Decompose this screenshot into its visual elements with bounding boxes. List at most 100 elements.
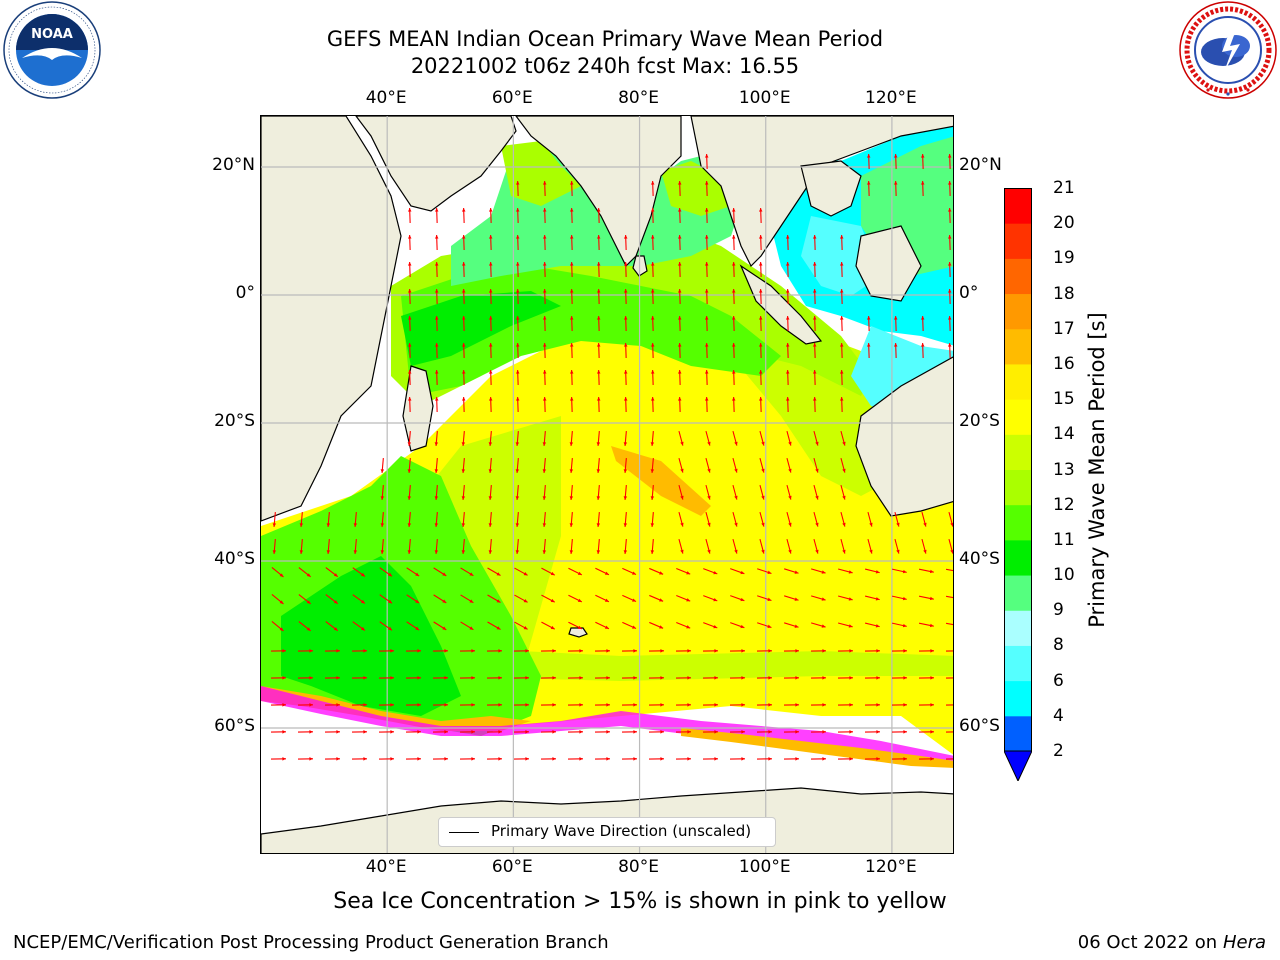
wave-arrow-head: [705, 262, 709, 266]
wave-arrow-head: [930, 649, 934, 653]
wave-arrow-head: [849, 730, 853, 734]
wave-arrow-head: [842, 522, 846, 527]
wave-arrow-head: [741, 676, 745, 680]
wave-arrow-head: [759, 235, 763, 239]
wave-arrow-head: [786, 235, 790, 239]
wave-arrow-head: [651, 181, 655, 185]
colorbar-bin: [1004, 575, 1032, 611]
lon-tick-top: 60°E: [491, 88, 533, 108]
wave-arrow-head: [624, 343, 628, 347]
wave-arrow-head: [950, 522, 953, 527]
wave-arrow-head: [543, 397, 547, 401]
wave-arrow-head: [516, 370, 520, 374]
wave-arrow-head: [525, 703, 529, 707]
wave-arrow-head: [272, 523, 277, 527]
wave-arrow-head: [705, 343, 709, 347]
wave-arrow-head: [813, 289, 817, 293]
colorbar-bin: [1004, 715, 1032, 752]
wave-arrow-head: [732, 316, 736, 320]
lon-tick-bottom: 120°E: [865, 857, 917, 877]
wave-arrow-head: [632, 625, 637, 629]
wave-arrow-head: [552, 730, 556, 734]
lon-tick-top: 120°E: [865, 88, 917, 108]
wave-arrow-head: [714, 649, 718, 653]
colorbar-tick-label: 18: [1053, 283, 1075, 304]
wave-arrow-head: [469, 626, 474, 630]
wave-arrow-head: [606, 730, 610, 734]
wave-arrow-head: [767, 624, 772, 628]
wave-arrow-head: [788, 468, 792, 473]
wave-arrow-head: [867, 343, 871, 347]
wave-arrow-head: [597, 262, 601, 266]
wave-arrow-head: [707, 441, 711, 446]
wave-arrow-head: [734, 441, 738, 446]
wave-arrow-head: [680, 468, 684, 473]
lat-tick-right: 0°: [959, 283, 979, 303]
wave-arrow-head: [869, 549, 873, 554]
wave-arrow-head: [761, 522, 765, 527]
colorbar-tick-label: 16: [1053, 353, 1075, 374]
wave-arrow-head: [577, 598, 582, 602]
wave-arrow-head: [705, 181, 709, 185]
colorbar-tick-label: 15: [1053, 389, 1075, 410]
wave-arrow-head: [515, 469, 520, 473]
wave-arrow-head: [462, 370, 466, 374]
wave-arrow-head: [813, 370, 817, 374]
wave-arrow-head: [678, 235, 682, 239]
wave-arrow-head: [734, 549, 738, 554]
wave-arrow-head: [876, 703, 880, 707]
wave-arrow-head: [408, 262, 412, 266]
colorbar-bin: [1004, 188, 1032, 224]
wave-arrow-head: [876, 730, 880, 734]
wave-arrow-head: [875, 597, 880, 601]
wave-arrow-head: [461, 442, 466, 446]
wave-arrow-head: [651, 316, 655, 320]
wave-arrow-head: [759, 397, 763, 401]
wave-arrow-head: [707, 495, 711, 500]
wave-arrow-head: [570, 208, 574, 212]
wave-arrow-head: [821, 624, 826, 628]
wave-arrow-head: [867, 316, 871, 320]
wave-arrow-head: [434, 469, 439, 473]
wave-arrow-head: [543, 370, 547, 374]
wave-arrow-head: [714, 730, 718, 734]
wave-arrow-head: [488, 550, 493, 554]
wave-arrow-head: [434, 523, 439, 527]
wave-arrow-head: [840, 316, 844, 320]
wave-arrow-head: [461, 496, 466, 500]
colorbar-bin: [1004, 539, 1032, 576]
sea-ice-caption: Sea Ice Concentration > 15% is shown in …: [333, 889, 947, 914]
wave-arrow-head: [434, 496, 439, 500]
wave-arrow-head: [550, 598, 555, 603]
wave-arrow-head: [732, 235, 736, 239]
wave-arrow-head: [306, 573, 311, 577]
wave-arrow-head: [309, 703, 313, 707]
wave-arrow-head: [713, 597, 718, 602]
wave-arrow-head: [543, 208, 547, 212]
wave-arrow-head: [624, 235, 628, 239]
wave-arrow-head: [525, 757, 529, 761]
wave-arrow-head: [570, 316, 574, 320]
wave-arrow-head: [948, 289, 952, 293]
wave-arrow-head: [309, 649, 313, 653]
wave-arrow-head: [550, 571, 555, 576]
wave-arrow-head: [813, 316, 817, 320]
wave-arrow-head: [875, 624, 880, 628]
wave-arrow-head: [930, 757, 934, 761]
wave-arrow-head: [363, 649, 367, 653]
wave-arrow-head: [822, 730, 826, 734]
wave-arrow-head: [624, 397, 628, 401]
wave-arrow-head: [849, 703, 853, 707]
wave-arrow-head: [596, 550, 601, 554]
wave-arrow-head: [840, 262, 844, 266]
wave-arrow-head: [848, 597, 853, 601]
wave-arrow-head: [543, 316, 547, 320]
wave-arrow-head: [705, 316, 709, 320]
wave-arrow-head: [516, 397, 520, 401]
wave-arrow-head: [869, 522, 873, 527]
wave-arrow-head: [299, 523, 304, 527]
wave-arrow-head: [761, 495, 765, 500]
wave-arrow-head: [795, 757, 799, 761]
wave-arrow-head: [849, 649, 853, 653]
wave-arrow-head: [786, 289, 790, 293]
